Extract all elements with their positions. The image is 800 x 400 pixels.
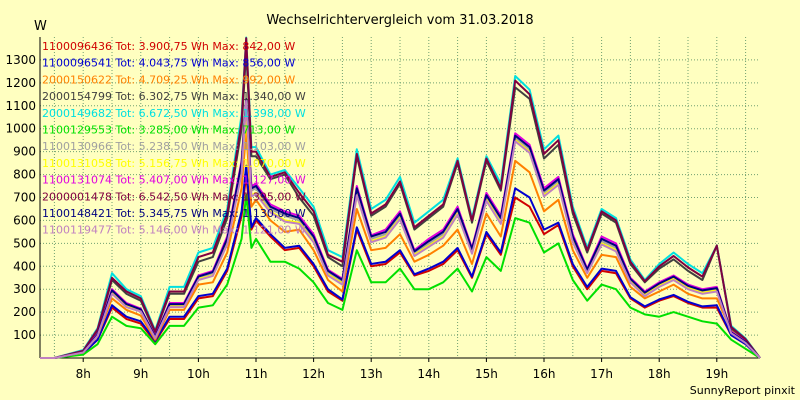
legend-entry-6: 1100129553 Tot: 3.285,00 Wh Max: 713,00 …: [42, 124, 295, 137]
y-tick-label: 600: [13, 213, 36, 227]
series-line-5: [40, 36, 761, 359]
legend-entry-3: 2000150622 Tot: 4.709,25 Wh Max: 992,00 …: [42, 73, 295, 86]
series-line-12: [40, 100, 761, 359]
y-tick-label: 200: [13, 305, 36, 319]
chart-title: Wechselrichtervergleich vom 31.03.2018: [266, 13, 533, 28]
y-tick-label: 400: [13, 259, 36, 273]
legend-entry-7: 1100130966 Tot: 5.238,50 Wh Max: 1.103,0…: [42, 140, 306, 153]
y-tick-label: 700: [13, 191, 36, 205]
y-tick-label: 1200: [5, 76, 36, 90]
legend-entry-8: 1100131058 Tot: 5.156,75 Wh Max: 1.070,0…: [42, 157, 306, 170]
y-axis-unit: W: [34, 19, 47, 34]
x-tick-label: 11h: [245, 367, 268, 381]
x-tick-label: 19h: [705, 367, 728, 381]
legend-entry-10: 2000001478 Tot: 6.542,50 Wh Max: 1.395,0…: [42, 190, 306, 203]
x-tick-label: 8h: [76, 367, 91, 381]
y-tick-label: 100: [13, 328, 36, 342]
y-tick-label: 1300: [5, 53, 36, 67]
legend-entry-5: 2000149682 Tot: 6.672,50 Wh Max: 1.398,0…: [42, 107, 306, 120]
y-tick-label: 1000: [5, 122, 36, 136]
chart-credit: SunnyReport pinxit: [690, 384, 796, 397]
y-tick-label: 300: [13, 282, 36, 296]
y-tick-label: 900: [13, 145, 36, 159]
legend-entry-9: 1100131074 Tot: 5.407,00 Wh Max: 1.127,0…: [42, 174, 306, 187]
x-tick-label: 15h: [475, 367, 498, 381]
x-tick-label: 14h: [417, 367, 440, 381]
y-tick-label: 800: [13, 168, 36, 182]
legend-entry-1: 1100096436 Tot: 3.900,75 Wh Max: 842,00 …: [42, 40, 295, 53]
x-tick-label: 12h: [302, 367, 325, 381]
legend-entry-11: 1100148421 Tot: 5.345,75 Wh Max: 1.130,0…: [42, 207, 306, 220]
y-tick-label: 500: [13, 236, 36, 250]
x-tick-label: 16h: [533, 367, 556, 381]
plot-area: 100 200 300 400 500 600 700 800 900 1000 1100 1200 1…: [5, 36, 761, 381]
series-line-11: [40, 97, 761, 359]
legend-entry-4: 2000154799 Tot: 6.302,75 Wh Max: 1.340,0…: [42, 90, 306, 103]
legend-entry-12: 1100119477 Tot: 5.146,00 Wh Max: 1.121,0…: [42, 224, 306, 237]
series-line-3: [40, 130, 761, 359]
x-tick-label: 13h: [360, 367, 383, 381]
series-line-2: [40, 164, 761, 359]
x-tick-label: 9h: [133, 367, 148, 381]
x-tick-label: 18h: [648, 367, 671, 381]
series-line-10: [40, 37, 761, 359]
x-tick-label: 17h: [590, 367, 613, 381]
series-line-6: [40, 193, 761, 359]
y-tick-label: 1100: [5, 99, 36, 113]
legend-entry-2: 1100096541 Tot: 4.043,75 Wh Max: 856,00 …: [42, 57, 295, 70]
x-tick-label: 10h: [187, 367, 210, 381]
